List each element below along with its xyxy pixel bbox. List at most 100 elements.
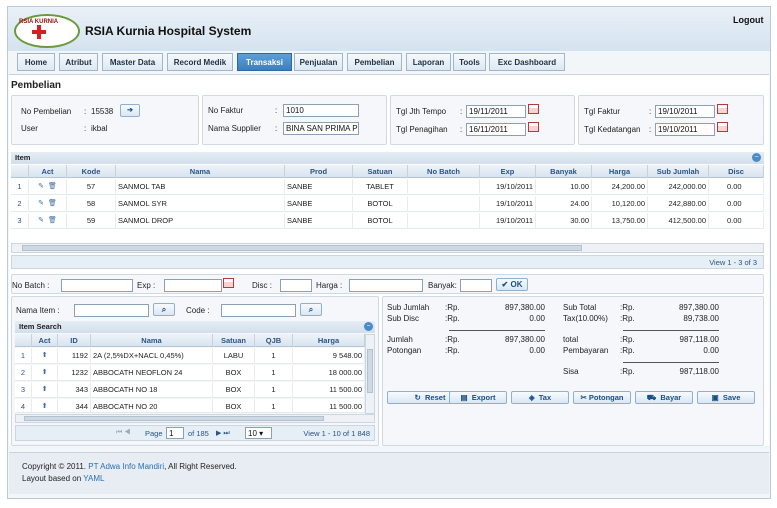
edit-icon[interactable]: ✎ — [38, 200, 45, 207]
collapse-icon[interactable]: − — [364, 322, 373, 331]
export-icon: ▤ — [460, 393, 468, 402]
potongan-button[interactable]: ✂ Potongan — [573, 391, 631, 404]
page-title: Pembelian — [11, 80, 62, 91]
tgl-penagihan-input[interactable]: 16/11/2011 — [466, 123, 526, 136]
col-act[interactable]: Act — [29, 165, 67, 178]
add-item-icon[interactable]: ⬆ — [32, 348, 58, 364]
nav-atribut[interactable]: Atribut — [59, 53, 98, 71]
nav-transaksi[interactable]: Transaksi — [237, 53, 292, 71]
exp-input[interactable] — [164, 279, 222, 292]
scroll-thumb[interactable] — [24, 416, 324, 421]
trash-icon[interactable]: 🗑 — [47, 200, 57, 207]
tax-label: Tax(10.00%) — [563, 314, 608, 323]
yaml-link[interactable]: YAML — [83, 474, 105, 483]
add-item-icon[interactable]: ⬆ — [32, 382, 58, 398]
col-qjb[interactable]: QJB — [255, 334, 293, 347]
harga-input[interactable] — [349, 279, 423, 292]
item-search-vscroll[interactable] — [365, 334, 375, 414]
col-satuan[interactable]: Satuan — [353, 165, 408, 178]
banyak-input[interactable] — [460, 279, 492, 292]
export-button[interactable]: ▤ Export — [449, 391, 507, 404]
edit-icon[interactable]: ✎ — [38, 183, 45, 190]
save-icon: ▣ — [711, 393, 719, 402]
calendar-icon[interactable] — [223, 278, 234, 288]
nav-penjualan[interactable]: Penjualan — [294, 53, 343, 71]
tgl-jth-tempo-input[interactable]: 19/11/2011 — [466, 105, 526, 118]
table-row[interactable]: 3 ✎ 🗑 59 SANMOL DROP SANBE BOTOL 19/10/2… — [11, 213, 764, 229]
item-search-pager: ⏮ ◀ Page 1 of 185 ▶ ⏭ 10 ▾ View 1 - 10 o… — [15, 425, 375, 441]
tgl-kedatangan-input[interactable]: 19/10/2011 — [655, 123, 715, 136]
cell-satuan: BOTOL — [353, 213, 408, 229]
row-actions[interactable]: ✎ 🗑 — [29, 196, 67, 212]
calendar-icon[interactable] — [717, 104, 728, 114]
col-satuan[interactable]: Satuan — [213, 334, 255, 347]
nav-home[interactable]: Home — [17, 53, 55, 71]
col-id[interactable]: ID — [58, 334, 91, 347]
logout-link[interactable]: Logout — [733, 15, 764, 25]
tax-button[interactable]: ◈ Tax — [511, 391, 569, 404]
row-actions[interactable]: ✎ 🗑 — [29, 179, 67, 195]
bayar-button[interactable]: ⛟ Bayar — [635, 391, 693, 404]
scroll-thumb[interactable] — [367, 349, 373, 393]
nav-master-data[interactable]: Master Data — [102, 53, 163, 71]
item-grid-scrollbar[interactable] — [11, 243, 764, 253]
col-kode[interactable]: Kode — [67, 165, 116, 178]
calendar-icon[interactable] — [528, 104, 539, 114]
nav-record-medik[interactable]: Record Medik — [167, 53, 233, 71]
list-item[interactable]: 4 ⬆ 344 ABBOCATH NO 20 BOX 1 11 500.00 — [15, 399, 365, 413]
col-exp[interactable]: Exp — [480, 165, 536, 178]
table-row[interactable]: 2 ✎ 🗑 58 SANMOL SYR SANBE BOTOL 19/10/20… — [11, 196, 764, 212]
calendar-icon[interactable] — [717, 122, 728, 132]
search-code-button[interactable]: ⌕ — [300, 303, 322, 316]
nav-laporan[interactable]: Laporan — [406, 53, 451, 71]
exp-label: Exp : — [137, 281, 156, 290]
trash-icon[interactable]: 🗑 — [47, 183, 57, 190]
total-cur: :Rp. — [620, 335, 635, 344]
collapse-icon[interactable]: − — [752, 153, 761, 162]
search-nama-button[interactable]: ⌕ — [153, 303, 175, 316]
col-sub-jumlah[interactable]: Sub Jumlah — [648, 165, 709, 178]
row-actions[interactable]: ✎ 🗑 — [29, 213, 67, 229]
scroll-thumb[interactable] — [22, 245, 582, 251]
col-prod[interactable]: Prod — [285, 165, 353, 178]
col-act[interactable]: Act — [32, 334, 58, 347]
calendar-icon[interactable] — [528, 122, 539, 132]
lookup-pembelian-button[interactable]: ➔ — [120, 104, 140, 117]
list-item[interactable]: 1 ⬆ 1192 2A (2,5%DX+NACL 0,45%) LABU 1 9… — [15, 348, 365, 364]
col-no-batch[interactable]: No Batch — [408, 165, 480, 178]
cell-harga: 11 500.00 — [293, 382, 365, 398]
ok-button[interactable]: ✔ OK — [496, 278, 528, 291]
nav-exc-dashboard[interactable]: Exc Dashboard — [489, 53, 565, 71]
table-row[interactable]: 1 ✎ 🗑 57 SANMOL TAB SANBE TABLET 19/10/2… — [11, 179, 764, 195]
trash-icon[interactable]: 🗑 — [47, 217, 57, 224]
no-faktur-input[interactable]: 1010 — [283, 104, 359, 117]
nama-supplier-input[interactable]: BINA SAN PRIMA P — [283, 122, 359, 135]
item-search-hscroll[interactable] — [15, 414, 375, 423]
cell-harga: 18 000.00 — [293, 365, 365, 381]
nav-tools[interactable]: Tools — [453, 53, 486, 71]
col-harga[interactable]: Harga — [592, 165, 648, 178]
cell-sub-jumlah: 242,000.00 — [648, 179, 709, 195]
first-prev-page-icon[interactable]: ⏮ ◀ — [116, 429, 131, 436]
list-item[interactable]: 2 ⬆ 1232 ABBOCATH NEOFLON 24 BOX 1 18 00… — [15, 365, 365, 381]
rows-per-page-select[interactable]: 10 ▾ — [245, 427, 272, 439]
edit-icon[interactable]: ✎ — [38, 217, 45, 224]
no-batch-input[interactable] — [61, 279, 133, 292]
col-banyak[interactable]: Banyak — [536, 165, 592, 178]
add-item-icon[interactable]: ⬆ — [32, 399, 58, 412]
code-input[interactable] — [221, 304, 296, 317]
nav-pembelian[interactable]: Pembelian — [347, 53, 402, 71]
page-input[interactable]: 1 — [166, 427, 184, 439]
tgl-faktur-input[interactable]: 19/10/2011 — [655, 105, 715, 118]
col-nama[interactable]: Nama — [91, 334, 213, 347]
col-disc[interactable]: Disc — [709, 165, 764, 178]
add-item-icon[interactable]: ⬆ — [32, 365, 58, 381]
next-last-page-icon[interactable]: ▶ ⏭ — [216, 430, 230, 437]
disc-input[interactable] — [280, 279, 312, 292]
company-link[interactable]: PT Adwa Info Mandiri — [88, 462, 165, 471]
col-nama[interactable]: Nama — [116, 165, 285, 178]
save-button[interactable]: ▣ Save — [697, 391, 755, 404]
nama-item-input[interactable] — [74, 304, 149, 317]
list-item[interactable]: 3 ⬆ 343 ABBOCATH NO 18 BOX 1 11 500.00 — [15, 382, 365, 398]
col-harga[interactable]: Harga — [293, 334, 365, 347]
